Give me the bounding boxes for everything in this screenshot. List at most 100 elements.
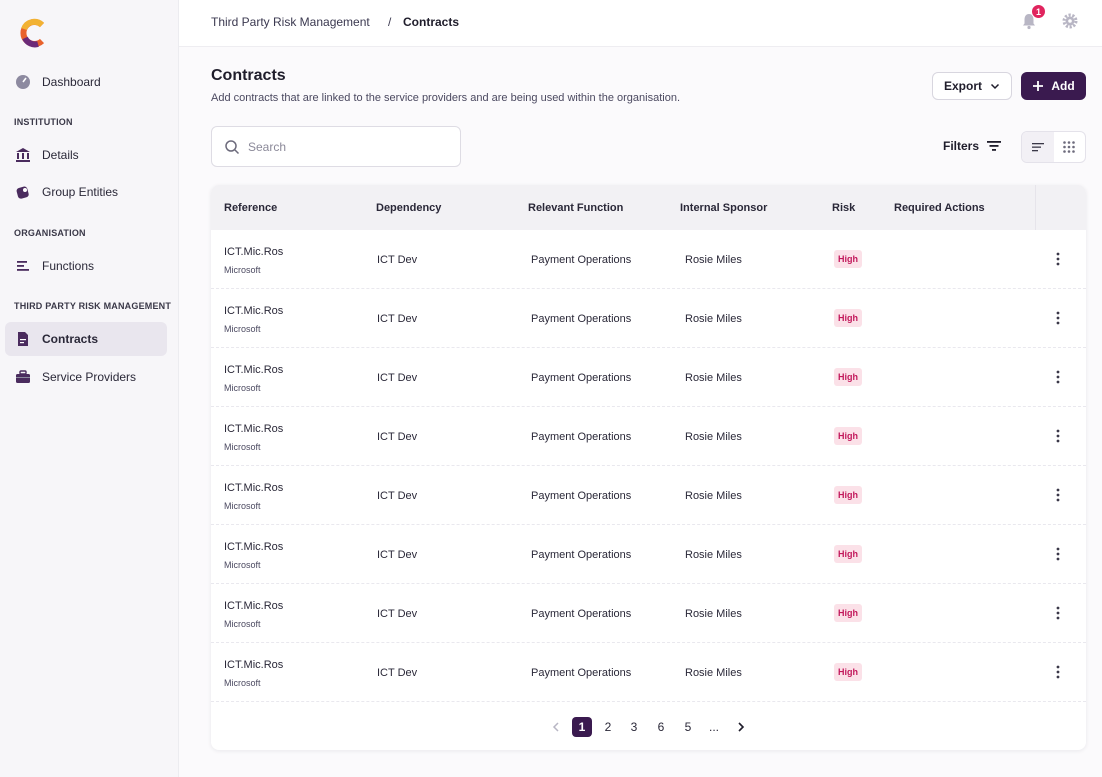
row-sponsor: Rosie Miles bbox=[685, 549, 742, 561]
more-options-icon[interactable] bbox=[1051, 542, 1065, 566]
search-input[interactable] bbox=[248, 139, 448, 154]
sidebar-item-contracts[interactable]: Contracts bbox=[5, 322, 167, 356]
plus-icon bbox=[1033, 81, 1044, 91]
briefcase-icon bbox=[15, 369, 31, 385]
table-row[interactable]: ICT.Mic.Ros Microsoft ICT Dev Payment Op… bbox=[211, 289, 1086, 348]
column-header-relevant-function[interactable]: Relevant Function bbox=[528, 202, 624, 214]
more-options-icon[interactable] bbox=[1051, 306, 1065, 330]
filters-label: Filters bbox=[943, 139, 980, 153]
risk-badge: High bbox=[834, 250, 862, 268]
breadcrumb-separator: / bbox=[388, 15, 392, 29]
row-reference: ICT.Mic.Ros bbox=[224, 423, 284, 435]
column-header-internal-sponsor[interactable]: Internal Sponsor bbox=[680, 202, 768, 214]
bell-icon[interactable] bbox=[1020, 12, 1038, 30]
grid-icon bbox=[1063, 141, 1076, 153]
breadcrumb-current: Contracts bbox=[403, 15, 460, 29]
row-vendor: Microsoft bbox=[224, 619, 261, 629]
more-options-icon[interactable] bbox=[1051, 483, 1065, 507]
next-page-icon[interactable] bbox=[731, 717, 751, 737]
bank-icon bbox=[15, 147, 31, 163]
row-sponsor: Rosie Miles bbox=[685, 254, 742, 266]
filter-icon bbox=[987, 141, 1002, 151]
document-icon bbox=[15, 331, 31, 347]
section-label-organisation: ORGANISATION bbox=[14, 228, 86, 238]
lines-icon bbox=[15, 258, 31, 274]
column-header-dependency[interactable]: Dependency bbox=[376, 202, 442, 214]
export-label: Export bbox=[943, 79, 982, 93]
sidebar-item-functions[interactable]: Functions bbox=[5, 249, 167, 283]
sidebar-item-label: Contracts bbox=[42, 332, 99, 346]
risk-badge: High bbox=[834, 368, 862, 386]
row-dependency: ICT Dev bbox=[377, 431, 418, 443]
row-function: Payment Operations bbox=[531, 667, 632, 679]
header-divider bbox=[1035, 185, 1036, 230]
sidebar-item-details[interactable]: Details bbox=[5, 138, 167, 172]
more-options-icon[interactable] bbox=[1051, 660, 1065, 684]
risk-badge: High bbox=[834, 427, 862, 445]
more-options-icon[interactable] bbox=[1051, 365, 1065, 389]
sidebar: Dashboard INSTITUTION Details Group Enti… bbox=[0, 0, 179, 777]
table-row[interactable]: ICT.Mic.Ros Microsoft ICT Dev Payment Op… bbox=[211, 230, 1086, 289]
row-reference: ICT.Mic.Ros bbox=[224, 305, 284, 317]
prev-page-icon[interactable] bbox=[546, 717, 566, 737]
row-sponsor: Rosie Miles bbox=[685, 608, 742, 620]
page-button-6[interactable]: 6 bbox=[657, 720, 665, 734]
row-function: Payment Operations bbox=[531, 549, 632, 561]
table-row[interactable]: ICT.Mic.Ros Microsoft ICT Dev Payment Op… bbox=[211, 407, 1086, 466]
sidebar-item-label: Group Entities bbox=[42, 185, 119, 199]
list-view-button[interactable] bbox=[1022, 132, 1054, 162]
gear-icon[interactable] bbox=[1061, 12, 1079, 30]
breadcrumb-parent[interactable]: Third Party Risk Management bbox=[211, 15, 370, 29]
export-button[interactable]: Export bbox=[932, 72, 1012, 100]
column-header-risk[interactable]: Risk bbox=[832, 202, 856, 214]
row-sponsor: Rosie Miles bbox=[685, 431, 742, 443]
sidebar-item-label: Dashboard bbox=[42, 75, 101, 89]
row-dependency: ICT Dev bbox=[377, 608, 418, 620]
row-dependency: ICT Dev bbox=[377, 549, 418, 561]
notification-badge: 1 bbox=[1031, 4, 1046, 19]
risk-badge: High bbox=[834, 545, 862, 563]
page-button-2[interactable]: 2 bbox=[604, 720, 612, 734]
row-vendor: Microsoft bbox=[224, 265, 261, 275]
search-icon bbox=[225, 139, 240, 154]
contracts-table: Reference Dependency Relevant Function I… bbox=[211, 185, 1086, 750]
row-function: Payment Operations bbox=[531, 431, 632, 443]
sidebar-item-service-providers[interactable]: Service Providers bbox=[5, 360, 167, 394]
filters-button[interactable]: Filters bbox=[943, 139, 1002, 153]
grid-view-button[interactable] bbox=[1054, 132, 1086, 162]
row-reference: ICT.Mic.Ros bbox=[224, 482, 284, 494]
view-toggle bbox=[1021, 131, 1086, 163]
column-header-required-actions[interactable]: Required Actions bbox=[894, 202, 985, 214]
page-ellipsis: ... bbox=[708, 720, 719, 734]
table-row[interactable]: ICT.Mic.Ros Microsoft ICT Dev Payment Op… bbox=[211, 348, 1086, 407]
row-dependency: ICT Dev bbox=[377, 254, 418, 266]
top-bar: Third Party Risk Management / Contracts … bbox=[179, 0, 1102, 47]
sidebar-item-label: Functions bbox=[42, 259, 95, 273]
more-options-icon[interactable] bbox=[1051, 424, 1065, 448]
chevron-down-icon bbox=[990, 83, 1000, 90]
page-button-1[interactable]: 1 bbox=[572, 717, 592, 737]
row-vendor: Microsoft bbox=[224, 324, 261, 334]
sidebar-item-dashboard[interactable]: Dashboard bbox=[5, 65, 167, 99]
search-box bbox=[211, 126, 461, 167]
page-button-5[interactable]: 5 bbox=[684, 720, 692, 734]
main-content: Third Party Risk Management / Contracts … bbox=[179, 0, 1102, 777]
table-row[interactable]: ICT.Mic.Ros Microsoft ICT Dev Payment Op… bbox=[211, 584, 1086, 643]
table-row[interactable]: ICT.Mic.Ros Microsoft ICT Dev Payment Op… bbox=[211, 466, 1086, 525]
risk-badge: High bbox=[834, 309, 862, 327]
row-sponsor: Rosie Miles bbox=[685, 490, 742, 502]
row-vendor: Microsoft bbox=[224, 442, 261, 452]
more-options-icon[interactable] bbox=[1051, 601, 1065, 625]
row-reference: ICT.Mic.Ros bbox=[224, 246, 284, 258]
row-function: Payment Operations bbox=[531, 372, 632, 384]
table-row[interactable]: ICT.Mic.Ros Microsoft ICT Dev Payment Op… bbox=[211, 525, 1086, 584]
add-button[interactable]: Add bbox=[1021, 72, 1086, 100]
table-row[interactable]: ICT.Mic.Ros Microsoft ICT Dev Payment Op… bbox=[211, 643, 1086, 702]
more-options-icon[interactable] bbox=[1051, 247, 1065, 271]
sidebar-item-group-entities[interactable]: Group Entities bbox=[5, 175, 167, 209]
section-label-tprm: THIRD PARTY RISK MANAGEMENT bbox=[14, 301, 172, 311]
row-sponsor: Rosie Miles bbox=[685, 313, 742, 325]
gauge-icon bbox=[15, 74, 31, 90]
column-header-reference[interactable]: Reference bbox=[224, 202, 278, 214]
page-button-3[interactable]: 3 bbox=[630, 720, 638, 734]
